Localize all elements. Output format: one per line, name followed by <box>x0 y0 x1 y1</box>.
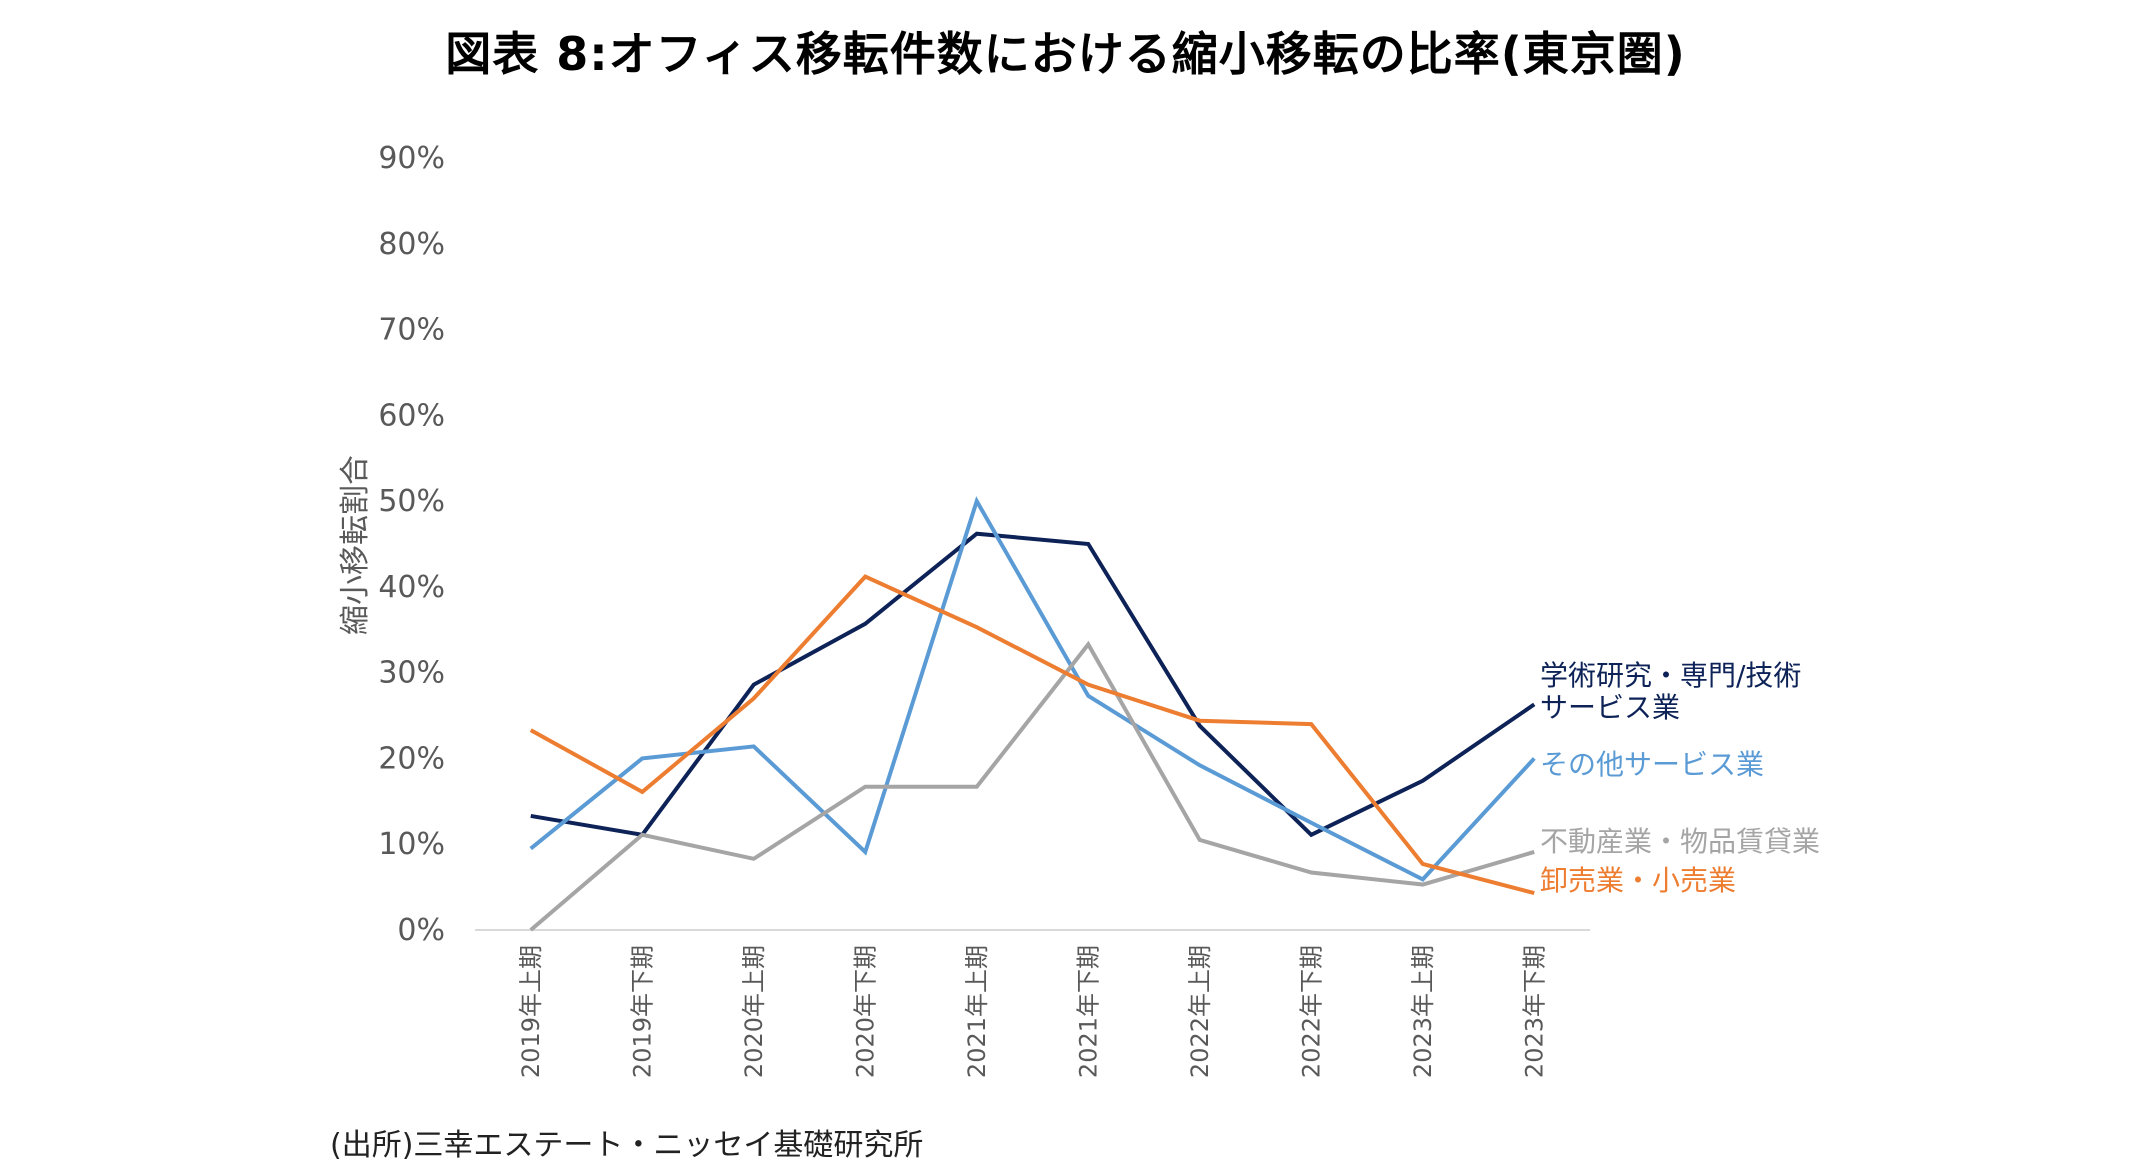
y-tick-label: 30% <box>378 656 445 691</box>
x-axis-ticks: 2019年上期 2019年下期 2020年上期 2020年下期 2021年上期 2021年… <box>517 945 1549 1078</box>
series-line <box>530 531 1536 838</box>
series-line <box>529 496 1536 882</box>
line-chart: 0%10%20%30%40%50%60%70%80%90% 2019年上期 201… <box>338 141 1820 1078</box>
x-tick-label: 2023年上期 <box>1409 945 1437 1078</box>
x-tick-label: 2023年下期 <box>1520 945 1548 1078</box>
x-tick-label: 2022年上期 <box>1186 945 1214 1078</box>
y-tick-label: 60% <box>378 398 445 433</box>
series-label: 不動産業・物品賃貸業 <box>1540 825 1820 858</box>
x-tick-label: 2022年下期 <box>1297 945 1325 1078</box>
series-label: サービス業 <box>1540 691 1680 724</box>
source-note: (出所)三幸エステート・ニッセイ基礎研究所 <box>330 1128 924 1163</box>
y-tick-label: 50% <box>378 484 445 519</box>
y-axis-ticks: 0% 10% 20% 30% 40% 50% 60% 70% 80% 90% <box>378 141 445 948</box>
y-axis-label: 縮小移転割合 <box>338 455 373 635</box>
series-label: 卸売業・小売業 <box>1540 864 1736 897</box>
x-tick-label: 2020年上期 <box>740 945 768 1078</box>
x-tick-label: 2019年上期 <box>517 945 545 1078</box>
x-tick-label: 2021年上期 <box>963 945 991 1078</box>
series-label: 学術研究・専門/技術 <box>1540 659 1801 692</box>
y-tick-label: 0% <box>397 913 445 948</box>
series-lines <box>529 496 1536 932</box>
y-tick-label: 10% <box>378 827 445 862</box>
y-tick-label: 20% <box>378 741 445 776</box>
y-tick-label: 40% <box>378 570 445 605</box>
series-label: その他サービス業 <box>1540 748 1764 781</box>
chart-title: 図表 8:オフィス移転件数における縮小移転の比率(東京圏) <box>445 27 1686 81</box>
y-tick-label: 80% <box>378 227 445 262</box>
series-line <box>529 574 1535 896</box>
x-tick-label: 2020年下期 <box>851 945 879 1078</box>
x-tick-label: 2021年下期 <box>1074 945 1102 1078</box>
x-tick-label: 2019年下期 <box>628 945 656 1078</box>
series-line <box>529 640 1535 932</box>
y-tick-label: 90% <box>378 141 445 176</box>
y-tick-label: 70% <box>378 313 445 348</box>
